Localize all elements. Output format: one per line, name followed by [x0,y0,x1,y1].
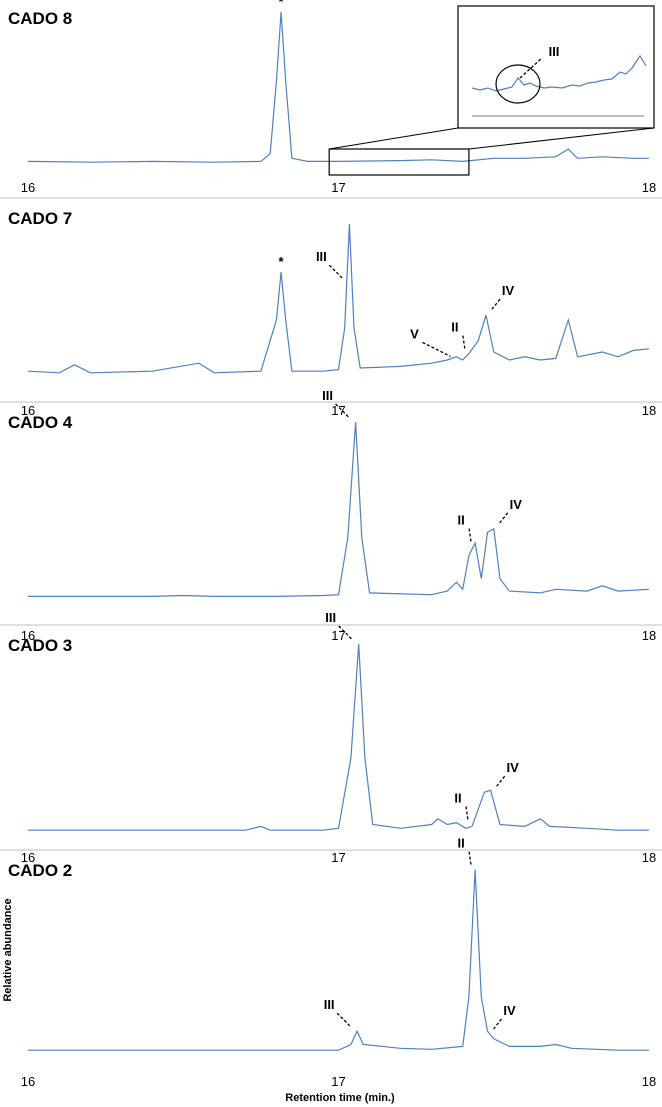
inset-highlight-circle [495,64,541,104]
zoom-connector [329,127,459,150]
peak-leader-line [499,512,509,524]
peak-leader-line [336,1012,352,1028]
peak-label: III [325,610,336,625]
peak-label: IV [506,760,519,775]
x-tick-label: 17 [331,850,345,865]
x-tick-label: 16 [21,628,35,643]
x-tick-label: 18 [642,628,656,643]
peak-label: II [458,836,465,851]
panel-title: CADO 4 [8,413,73,432]
peak-leader-line [468,528,472,543]
peak-leader-line [496,775,506,787]
peak-label: III [322,388,333,403]
peak-leader-line [328,264,344,280]
peak-leader-line [491,298,501,310]
peak-marker-asterisk: * [279,254,285,269]
peak-label: II [451,320,458,335]
inset-frame [457,5,655,129]
x-tick-label: 18 [642,180,656,195]
panel-title: CADO 8 [8,9,72,28]
zoom-connector [468,127,655,150]
inset-trace [471,54,647,92]
x-tick-label: 17 [331,180,345,195]
chromatogram-trace [27,11,649,163]
x-tick-label: 18 [642,403,656,418]
inset-peak-label: III [549,44,560,59]
peak-label: II [458,513,465,528]
peak-leader-line [468,851,472,866]
peak-leader-line [422,341,451,357]
panel-1: CADO 8 16 17 18 * III [8,0,656,195]
chromatogram-trace [28,643,649,831]
x-tick-label: 17 [331,403,345,418]
y-axis-title: Relative abundance [2,898,14,1001]
chromatogram-trace [28,869,649,1051]
peak-label: III [316,249,327,264]
peak-label: V [410,326,419,341]
x-tick-label: 18 [642,1074,656,1089]
peak-marker-asterisk: * [279,0,285,9]
x-tick-label: 16 [21,1074,35,1089]
x-tick-label: 17 [331,628,345,643]
peak-leader-line [465,806,469,821]
panel-title: CADO 7 [8,209,72,228]
zoom-region-box [328,148,470,176]
peak-leader-line [335,403,351,419]
x-tick-label: 17 [331,1074,345,1089]
peak-leader-line [462,335,466,350]
x-tick-label: 16 [21,850,35,865]
chromatogram-trace [28,421,650,597]
peak-label: IV [502,283,515,298]
panel-title: CADO 2 [8,861,72,880]
peak-label: II [454,791,461,806]
peak-leader-line [493,1018,503,1030]
x-axis-title: Retention time (min.) [285,1092,395,1104]
peak-leader-line [338,625,354,641]
peak-label: IV [510,497,523,512]
chromatogram-trace [27,223,650,374]
peak-label: III [324,997,335,1012]
peak-label: IV [503,1003,516,1018]
x-tick-label: 16 [21,180,35,195]
x-tick-label: 18 [642,850,656,865]
x-tick-label: 16 [21,403,35,418]
panel-title: CADO 3 [8,636,72,655]
inset-zoom: III [457,5,655,129]
